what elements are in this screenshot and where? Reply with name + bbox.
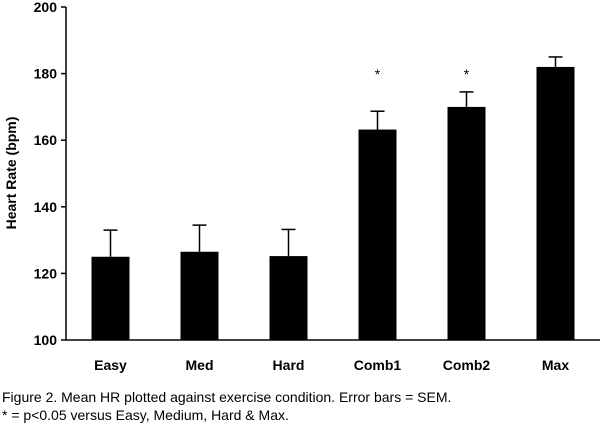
- y-tick-label: 200: [34, 0, 58, 15]
- y-axis-title: Heart Rate (bpm): [3, 117, 19, 230]
- caption-line-2: * = p<0.05 versus Easy, Medium, Hard & M…: [2, 407, 289, 423]
- category-label: Comb1: [354, 357, 402, 373]
- y-tick-label: 180: [34, 66, 58, 82]
- bar-comb2: [447, 106, 486, 341]
- figure-caption: Figure 2. Mean HR plotted against exerci…: [2, 388, 592, 424]
- y-axis-ticks: 100 120 140 160 180 200: [34, 0, 66, 348]
- category-label: Comb2: [443, 357, 491, 373]
- y-tick-label: 140: [34, 199, 58, 215]
- bars: [91, 66, 575, 341]
- bar-med: [180, 251, 219, 340]
- significance-marks: * *: [375, 66, 470, 82]
- category-label: Hard: [273, 357, 305, 373]
- y-tick-label: 100: [34, 332, 58, 348]
- y-tick-label: 120: [34, 265, 58, 281]
- y-tick-label: 160: [34, 132, 58, 148]
- category-label: Easy: [94, 357, 127, 373]
- significance-mark: *: [464, 66, 470, 82]
- significance-mark: *: [375, 66, 381, 82]
- bar-max: [536, 66, 575, 340]
- category-label: Max: [542, 357, 569, 373]
- caption-line-1: Figure 2. Mean HR plotted against exerci…: [2, 389, 452, 405]
- bar-hard: [269, 256, 308, 340]
- error-bars: [103, 56, 563, 257]
- bar-comb1: [358, 129, 397, 340]
- category-label: Med: [186, 357, 214, 373]
- bar-easy: [91, 256, 130, 340]
- x-axis-categories: Easy Med Hard Comb1 Comb2 Max: [94, 357, 569, 373]
